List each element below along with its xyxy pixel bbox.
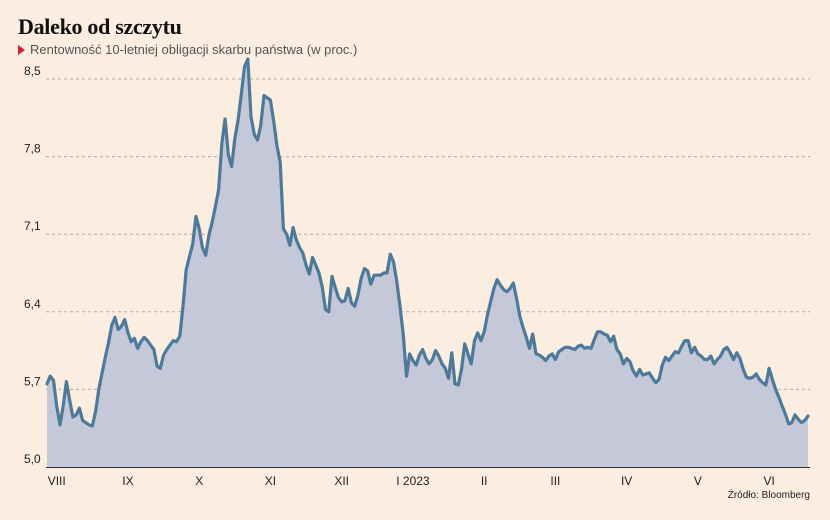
x-tick-label: V [694, 474, 702, 488]
y-tick-label: 6,4 [24, 297, 41, 311]
y-axis-ticks: 8,5 7,8 7,1 6,4 5,7 5,0 [24, 64, 41, 466]
triangle-marker-icon [18, 45, 25, 55]
source-note: Źródło: Bloomberg [727, 490, 810, 501]
y-tick-label: 7,1 [24, 219, 41, 233]
chart-subtitle-text: Rentowność 10-letniej obligacji skarbu p… [30, 42, 358, 57]
x-tick-label: X [195, 474, 203, 488]
x-tick-label: VI [763, 474, 774, 488]
grid-lines [46, 78, 810, 390]
x-tick-label: IX [122, 474, 133, 488]
chart-subtitle: Rentowność 10-letniej obligacji skarbu p… [18, 42, 357, 57]
x-tick-label: XII [334, 474, 349, 488]
x-tick-label: IV [621, 474, 632, 488]
yield-area-fill [47, 59, 808, 467]
chart-title: Daleko od szczytu [18, 14, 182, 39]
yield-line [45, 57, 810, 428]
y-tick-label: 7,8 [24, 142, 41, 156]
y-tick-label: 5,7 [24, 374, 41, 388]
y-tick-label: 5,0 [24, 452, 41, 466]
x-tick-label: VIII [48, 474, 66, 488]
x-tick-label: II [481, 474, 488, 488]
x-tick-label: XI [265, 474, 276, 488]
y-tick-label: 8,5 [24, 64, 41, 78]
x-tick-label: I 2023 [396, 474, 430, 488]
x-tick-label: III [550, 474, 560, 488]
